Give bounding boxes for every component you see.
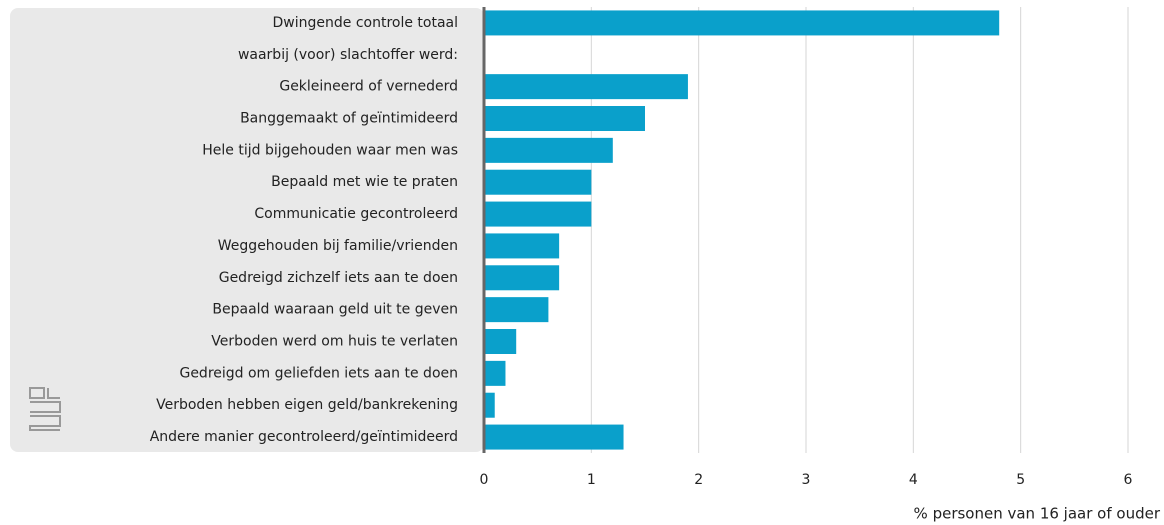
bar (484, 169, 592, 195)
x-tick-label: 0 (480, 472, 489, 488)
bar (484, 74, 688, 100)
y-tick-label: Andere manier gecontroleerd/geïntimideer… (150, 429, 458, 445)
y-tick-label: Bepaald met wie te praten (271, 174, 458, 190)
label-panel (10, 8, 484, 452)
y-tick-label: Weggehouden bij familie/vrienden (218, 238, 458, 254)
y-tick-label: Gedreigd zichzelf iets aan te doen (219, 270, 458, 286)
x-tick-label: 4 (909, 472, 918, 488)
y-tick-label: Gekleineerd of vernederd (279, 79, 458, 95)
y-tick-label: Hele tijd bijgehouden waar men was (202, 142, 458, 158)
bar (484, 360, 506, 386)
x-tick-label: 5 (1016, 472, 1025, 488)
y-tick-label: Dwingende controle totaal (273, 15, 459, 31)
bar (484, 106, 645, 131)
bar (484, 137, 613, 163)
bar (484, 329, 517, 354)
y-tick-label: waarbij (voor) slachtoffer werd: (238, 47, 458, 63)
x-tick-label: 2 (694, 472, 703, 488)
bar (484, 424, 624, 450)
y-tick-label: Verboden hebben eigen geld/bankrekening (156, 397, 458, 413)
y-tick-label: Banggemaakt of geïntimideerd (240, 111, 458, 127)
x-tick-label: 3 (802, 472, 811, 488)
y-tick-label: Verboden werd om huis te verlaten (211, 334, 458, 350)
bar (484, 233, 560, 259)
bar (484, 201, 592, 227)
bar (484, 10, 1000, 36)
y-tick-label: Communicatie gecontroleerd (254, 206, 458, 222)
x-axis-label: % personen van 16 jaar of ouder (914, 505, 1161, 523)
cbs-logo (29, 387, 61, 431)
bar (484, 265, 560, 291)
bar (484, 392, 495, 418)
y-tick-label: Bepaald waaraan geld uit te geven (212, 302, 458, 318)
y-tick-label: Gedreigd om geliefden iets aan te doen (179, 365, 458, 381)
x-tick-label: 6 (1124, 472, 1133, 488)
bar (484, 297, 549, 323)
x-tick-label: 1 (587, 472, 596, 488)
